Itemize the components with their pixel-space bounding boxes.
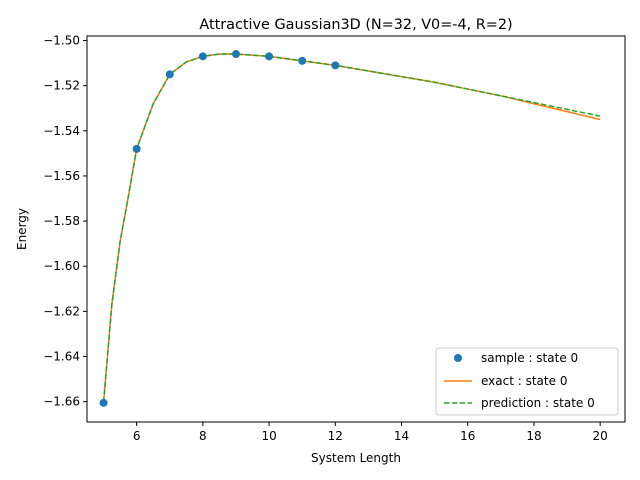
y-tick-label: −1.66 bbox=[43, 395, 80, 409]
chart-title: Attractive Gaussian3D (N=32, V0=-4, R=2) bbox=[199, 17, 512, 33]
x-tick-label: 14 bbox=[394, 429, 409, 443]
sample-point bbox=[298, 56, 307, 65]
legend-label: exact : state 0 bbox=[481, 374, 567, 388]
sample-point bbox=[99, 398, 108, 407]
x-tick-label: 18 bbox=[526, 429, 541, 443]
y-tick-label: −1.64 bbox=[43, 350, 80, 364]
series-line-prediction bbox=[102, 53, 601, 403]
x-axis: 6 8 10 12 14 16 18 20 bbox=[133, 422, 608, 443]
x-tick-label: 20 bbox=[593, 429, 608, 443]
legend: sample : state 0 exact : state 0 predictio… bbox=[435, 347, 619, 416]
y-tick-label: −1.56 bbox=[43, 169, 80, 183]
sample-point bbox=[198, 52, 207, 61]
y-tick-label: −1.52 bbox=[43, 79, 80, 93]
y-tick-label: −1.60 bbox=[43, 259, 80, 273]
sample-point bbox=[165, 70, 174, 79]
y-axis: −1.66 −1.64 −1.62 −1.60 −1.58 −1.56 −1.54 −1.52… bbox=[43, 34, 87, 409]
sample-point bbox=[331, 61, 340, 70]
y-tick-label: −1.58 bbox=[43, 214, 80, 228]
x-tick-label: 6 bbox=[133, 429, 141, 443]
y-tick-label: −1.50 bbox=[43, 34, 80, 48]
legend-box bbox=[435, 347, 619, 416]
y-tick-label: −1.54 bbox=[43, 124, 80, 138]
sample-point bbox=[231, 50, 240, 59]
y-tick-label: −1.62 bbox=[43, 304, 80, 318]
x-tick-label: 8 bbox=[199, 429, 207, 443]
x-tick-label: 12 bbox=[328, 429, 343, 443]
sample-point bbox=[265, 52, 274, 61]
legend-marker-sample bbox=[454, 354, 462, 362]
x-tick-label: 10 bbox=[261, 429, 276, 443]
x-tick-label: 16 bbox=[460, 429, 475, 443]
series-layer bbox=[99, 50, 601, 407]
legend-label: sample : state 0 bbox=[481, 351, 578, 365]
x-axis-label: System Length bbox=[311, 451, 401, 465]
y-axis-label: Energy bbox=[15, 208, 29, 250]
sample-point bbox=[132, 144, 141, 153]
legend-label: prediction : state 0 bbox=[481, 396, 595, 410]
